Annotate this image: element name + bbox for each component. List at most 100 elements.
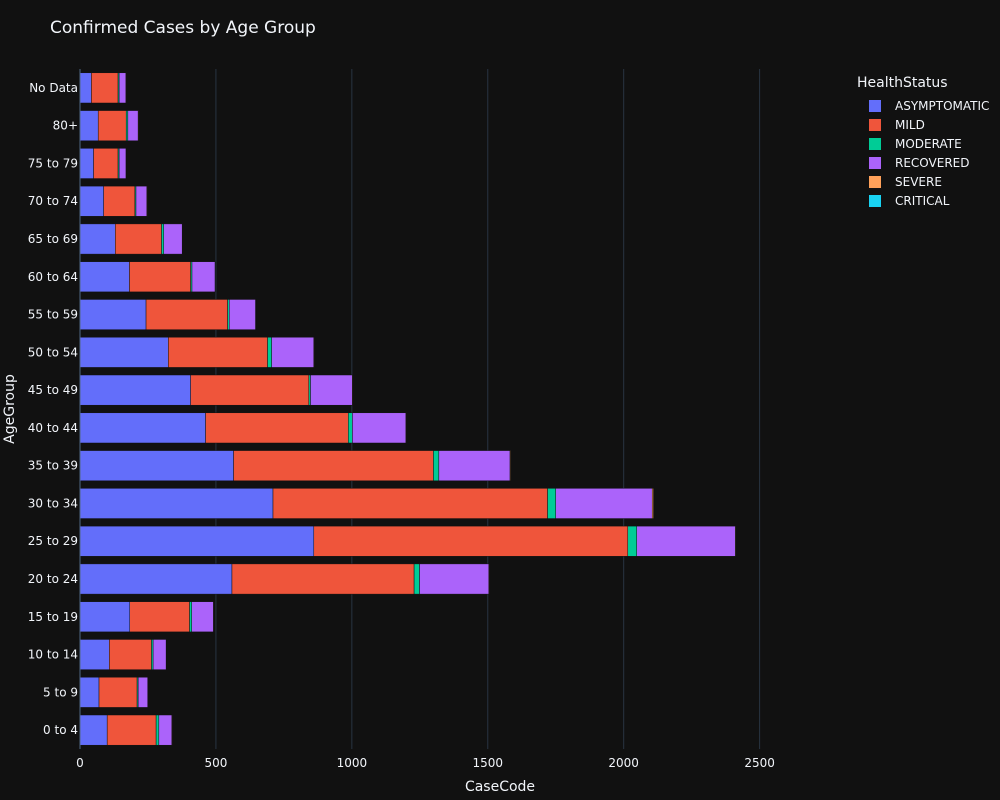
- bar-segment: [168, 336, 268, 368]
- bar-segment: [137, 676, 148, 708]
- bar-segment: [79, 450, 234, 482]
- bar-segment: [191, 261, 216, 293]
- legend-item[interactable]: SEVERE: [857, 172, 989, 191]
- bar-segment: [145, 299, 228, 330]
- bar-segment: [79, 525, 315, 557]
- bar-segment: [555, 488, 653, 519]
- chart-title: Confirmed Cases by Age Group: [50, 18, 316, 38]
- x-tick-label: 1000: [337, 756, 368, 770]
- bar-segment: [103, 185, 136, 217]
- bar-segment: [352, 412, 407, 444]
- legend-item[interactable]: ASYMPTOMATIC: [857, 96, 989, 115]
- bar-segment: [118, 72, 127, 104]
- y-axis-title: AgeGroup: [2, 374, 18, 444]
- bar-segment: [636, 525, 736, 557]
- y-tick-label: 15 to 19: [28, 610, 78, 624]
- legend-item[interactable]: CRITICAL: [857, 191, 989, 210]
- y-tick-label: 10 to 14: [28, 648, 78, 662]
- legend-swatch: [869, 194, 881, 207]
- bar-segment: [228, 299, 256, 330]
- bar-segment: [79, 374, 191, 406]
- bar-segment: [127, 110, 139, 142]
- bar-segment: [109, 639, 152, 670]
- legend-label: MODERATE: [895, 136, 962, 151]
- y-tick-label: 35 to 39: [28, 459, 78, 473]
- bar-segment: [438, 450, 511, 482]
- bar-segment: [106, 714, 157, 746]
- bar-segment: [97, 110, 127, 142]
- bar-segment: [191, 601, 214, 633]
- legend-label: CRITICAL: [895, 193, 950, 208]
- bar-segment: [205, 412, 349, 444]
- legend-label: MILD: [895, 117, 925, 132]
- legend-label: ASYMPTOMATIC: [895, 98, 990, 113]
- bar-segment: [91, 72, 119, 104]
- legend-swatch: [869, 118, 881, 131]
- bar-segment: [79, 148, 94, 179]
- bar-segment: [271, 336, 315, 368]
- bar-segment: [155, 714, 160, 746]
- bar-segment: [79, 601, 130, 633]
- bar-segment: [79, 261, 130, 293]
- y-tick-label: 75 to 79: [28, 156, 78, 170]
- bar-segment: [152, 639, 167, 670]
- bar-segment: [547, 488, 556, 519]
- x-tick-label: 0: [76, 756, 84, 770]
- y-tick-label: 45 to 49: [28, 383, 78, 397]
- legend-label: RECOVERED: [895, 155, 970, 170]
- bar-segment: [163, 223, 183, 255]
- bar-segment: [137, 110, 139, 142]
- bar-segment: [79, 563, 233, 595]
- bar-segment: [419, 563, 490, 595]
- bar-segment: [79, 639, 110, 670]
- bar-segment: [433, 450, 440, 482]
- x-tick-label: 2500: [744, 756, 775, 770]
- bar-segment: [313, 525, 629, 557]
- legend-swatch: [869, 99, 881, 112]
- bar-segment: [189, 601, 192, 633]
- bar-segment: [118, 148, 127, 179]
- y-tick-label: No Data: [29, 81, 78, 95]
- y-tick-label: 20 to 24: [28, 572, 78, 586]
- bar-segment: [79, 488, 274, 519]
- y-tick-label: 50 to 54: [28, 345, 78, 359]
- y-tick-label: 55 to 59: [28, 308, 78, 322]
- x-tick-label: 500: [204, 756, 227, 770]
- bar-segment: [135, 185, 148, 217]
- y-tick-label: 80+: [53, 119, 78, 133]
- bar-segment: [79, 185, 104, 217]
- bar-segment: [79, 223, 116, 255]
- bar-segment: [509, 450, 511, 482]
- bar-segment: [129, 261, 191, 293]
- legend-items: ASYMPTOMATIC MILD MODERATE RECOVERED SEVERE C…: [857, 96, 989, 210]
- bar-segment: [129, 601, 190, 633]
- legend: HealthStatus ASYMPTOMATIC MILD MODERATE REC…: [857, 74, 989, 210]
- bar-segment: [627, 525, 637, 557]
- bar-segment: [79, 714, 108, 746]
- bar-segment: [267, 336, 272, 368]
- legend-item[interactable]: MODERATE: [857, 134, 989, 153]
- bar-segment: [161, 223, 164, 255]
- bar-segment: [79, 110, 99, 142]
- legend-swatch: [869, 156, 881, 169]
- grid-lines: [215, 69, 761, 749]
- y-tick-label: 40 to 44: [28, 421, 78, 435]
- bar-segment: [79, 676, 100, 708]
- axes: 0 500 1000 1500 2000 2500 0 to 4 5 to 9 10 to 14…: [2, 69, 775, 795]
- legend-label: SEVERE: [895, 174, 942, 189]
- legend-item[interactable]: RECOVERED: [857, 153, 989, 172]
- x-axis-title: CaseCode: [465, 779, 535, 795]
- bar-segment: [115, 223, 162, 255]
- legend-title: HealthStatus: [857, 75, 948, 91]
- bar-segment: [79, 72, 92, 104]
- bar-segment: [231, 563, 415, 595]
- bar-segment: [272, 488, 548, 519]
- bars: [79, 72, 737, 746]
- y-tick-label: 25 to 29: [28, 534, 78, 548]
- bar-segment: [190, 374, 310, 406]
- legend-item[interactable]: MILD: [857, 115, 989, 134]
- x-tick-label: 1500: [472, 756, 503, 770]
- y-tick-label: 0 to 4: [43, 723, 78, 737]
- legend-swatch: [869, 175, 881, 188]
